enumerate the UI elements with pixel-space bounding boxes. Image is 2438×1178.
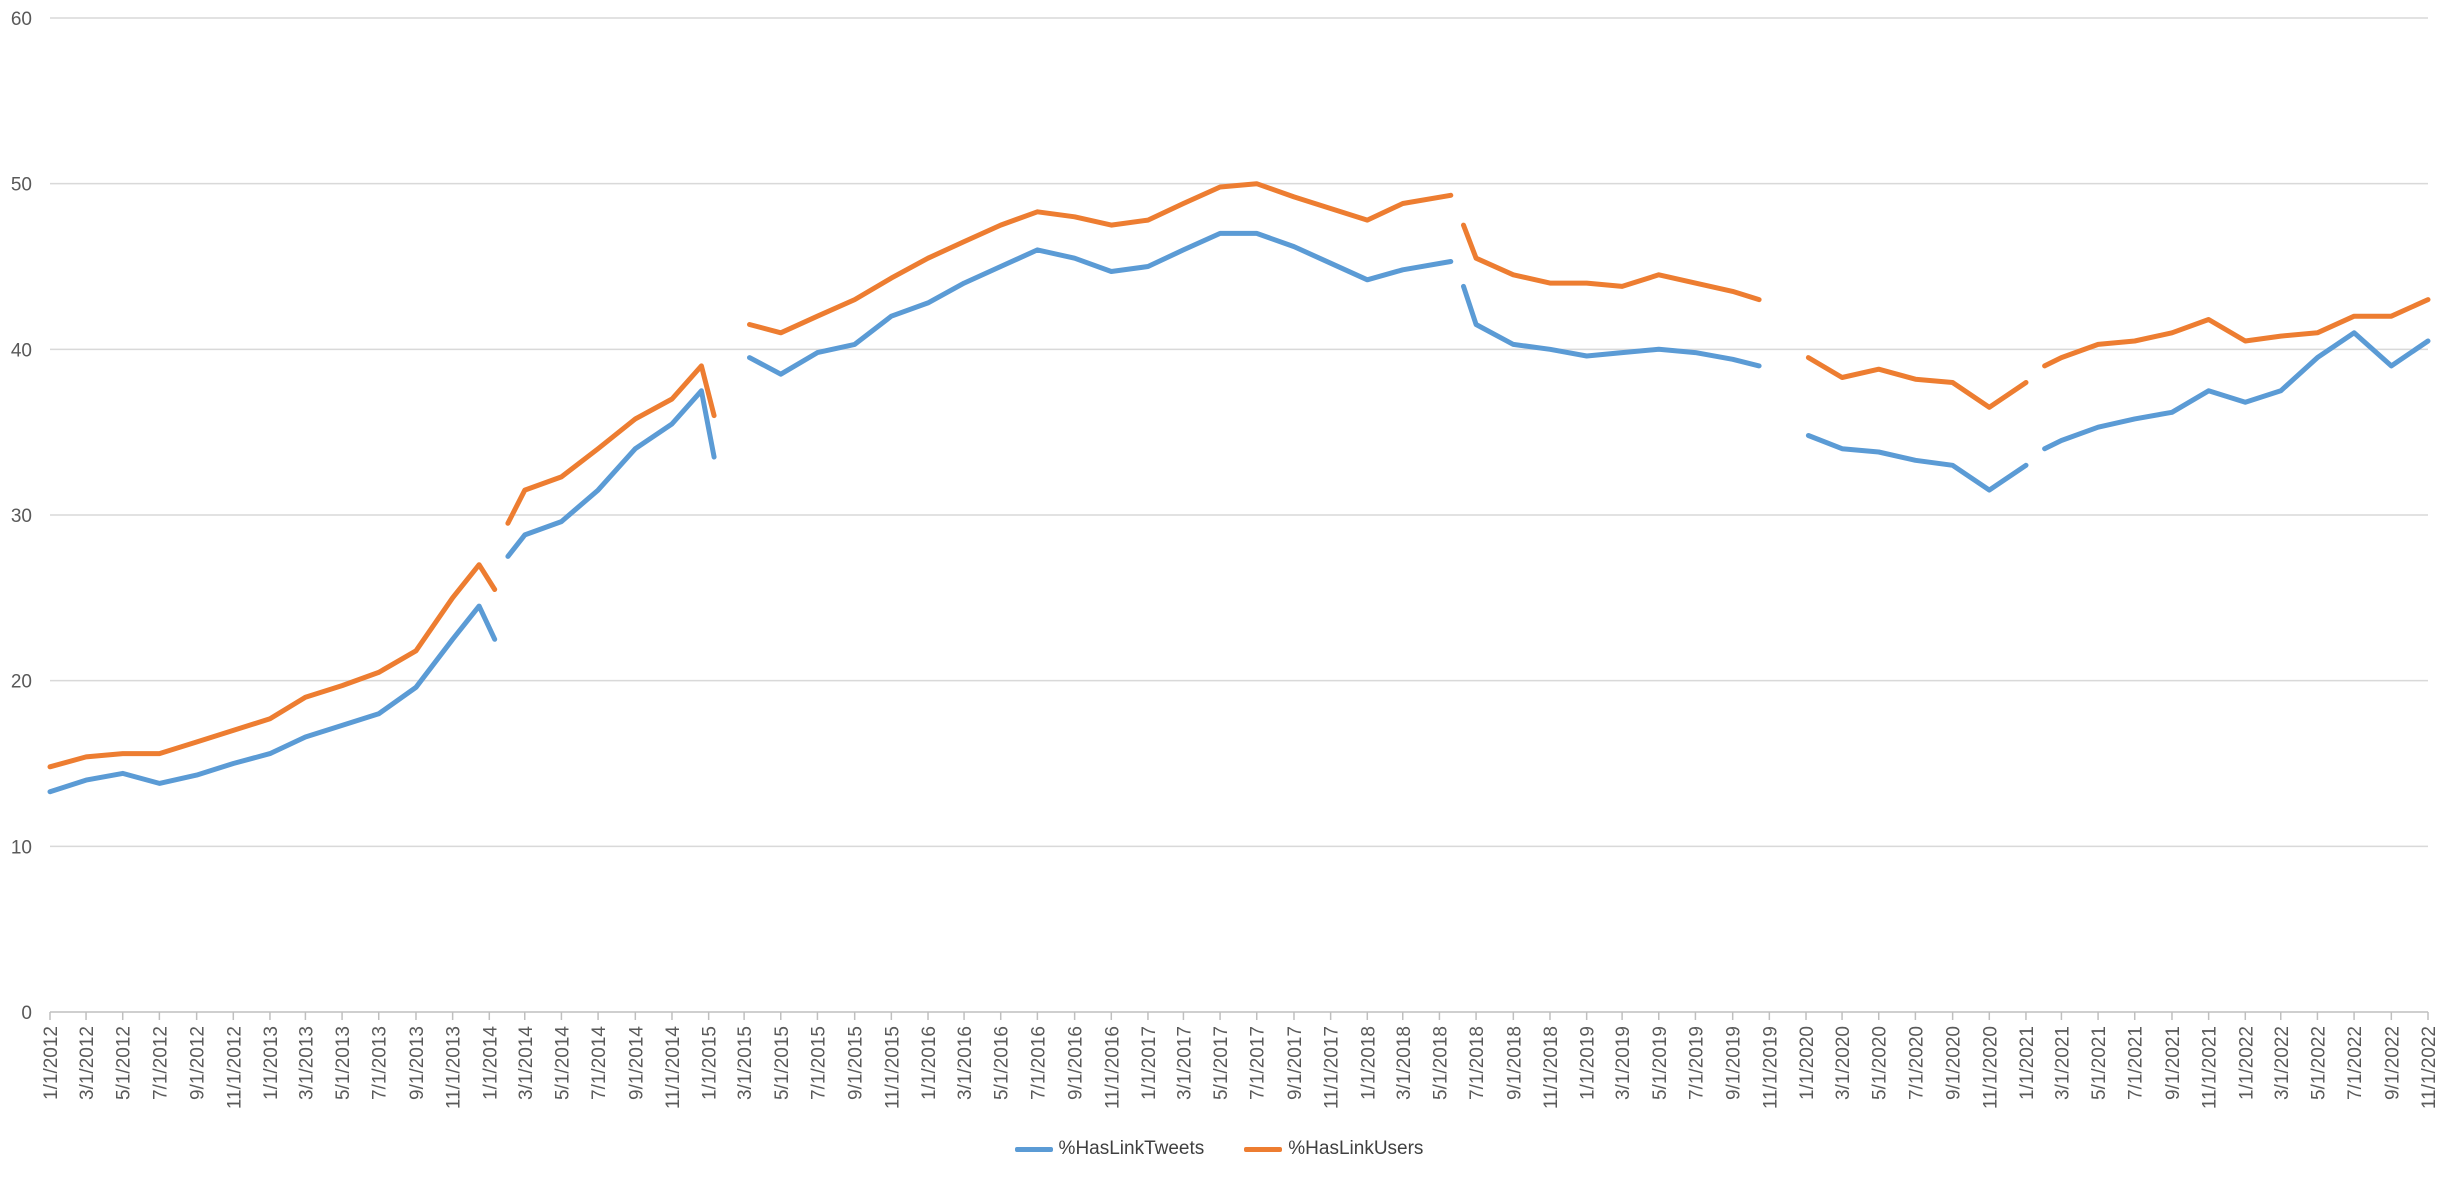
legend-swatch-users	[1244, 1146, 1283, 1152]
x-tick-label: 5/1/2015	[772, 1026, 793, 1100]
legend-label-users: %HasLinkUsers	[1288, 1138, 1424, 1159]
x-tick-label: 7/1/2015	[808, 1026, 829, 1100]
legend-label-tweets: %HasLinkTweets	[1058, 1138, 1205, 1159]
x-tick-label: 11/1/2015	[882, 1026, 903, 1109]
x-tick-label: 3/1/2013	[296, 1026, 317, 1100]
x-tick-label: 1/1/2013	[261, 1026, 282, 1100]
x-tick-label: 1/1/2012	[41, 1026, 62, 1100]
x-tick-label: 7/1/2019	[1686, 1026, 1707, 1100]
x-tick-label: 11/1/2013	[444, 1026, 465, 1109]
series-line-tweets	[747, 230, 1454, 377]
x-tick-label: 9/1/2018	[1504, 1026, 1525, 1100]
x-tick-label: 5/1/2022	[2308, 1026, 2329, 1100]
x-tick-label: 9/1/2016	[1066, 1026, 1087, 1100]
x-tick-label: 7/1/2012	[150, 1026, 171, 1100]
x-tick-label: 5/1/2020	[1870, 1026, 1891, 1100]
y-tick-label: 10	[11, 837, 32, 858]
legend-item-users: %HasLinkUsers	[1244, 1138, 1423, 1160]
axes: 0 10 20 30 40 50 60 1/1/2012 3/1/2012 5/1/2012 7/1…	[11, 9, 2438, 1109]
x-tick-label: 3/1/2021	[2052, 1026, 2073, 1100]
x-tick-label: 9/1/2017	[1285, 1026, 1306, 1100]
series-line-users	[747, 181, 1454, 336]
x-tick-label: 1/1/2015	[700, 1026, 721, 1100]
x-tick-label: 3/1/2019	[1613, 1026, 1634, 1100]
x-tick-label: 11/1/2016	[1102, 1026, 1123, 1109]
x-tick-label: 7/1/2022	[2345, 1026, 2366, 1100]
x-tick-label: 3/1/2022	[2272, 1026, 2293, 1100]
x-tick-label: 11/1/2014	[663, 1026, 684, 1110]
x-tick-label: 9/1/2015	[846, 1026, 867, 1100]
x-tick-label: 5/1/2016	[992, 1026, 1013, 1100]
y-tick-label: 30	[11, 506, 32, 527]
series-line-tweets	[47, 603, 498, 795]
series-line-tweets	[505, 388, 717, 559]
x-tick-label: 11/1/2018	[1541, 1026, 1562, 1109]
x-tick-label: 11/1/2012	[224, 1026, 245, 1109]
gridlines	[50, 17, 2428, 848]
x-tick-label: 1/1/2018	[1358, 1026, 1379, 1100]
x-tick-label: 9/1/2012	[188, 1026, 209, 1100]
x-tick-label: 5/1/2017	[1211, 1026, 1232, 1100]
x-tick-label: 5/1/2013	[333, 1026, 354, 1100]
x-tick-label: 1/1/2019	[1578, 1026, 1599, 1100]
x-tick-label: 7/1/2021	[2126, 1026, 2147, 1100]
y-tick-label: 20	[11, 672, 32, 693]
x-tick-label: 1/1/2021	[2017, 1026, 2038, 1100]
x-tick-label: 1/1/2020	[1797, 1026, 1818, 1100]
series-line-users	[1461, 222, 1762, 303]
x-tick-label: 11/1/2019	[1760, 1026, 1781, 1109]
series-lines	[47, 181, 2431, 795]
x-tick-label: 3/1/2015	[735, 1026, 756, 1100]
x-tick-label: 5/1/2014	[552, 1026, 573, 1100]
legend: %HasLinkTweets %HasLinkUsers	[0, 1138, 2438, 1160]
series-line-users	[2042, 297, 2431, 369]
x-tick-label: 3/1/2017	[1174, 1026, 1195, 1100]
x-tick-label: 3/1/2012	[77, 1026, 98, 1100]
legend-item-tweets: %HasLinkTweets	[1014, 1138, 1205, 1160]
x-tick-label: 5/1/2021	[2089, 1026, 2110, 1100]
x-tick-label: 9/1/2021	[2163, 1026, 2184, 1100]
series-line-tweets	[1461, 283, 1762, 369]
x-tick-label: 9/1/2013	[407, 1026, 428, 1100]
x-tick-label: 9/1/2022	[2382, 1026, 2403, 1100]
x-tick-label: 9/1/2020	[1944, 1026, 1965, 1100]
x-tick-label: 7/1/2013	[370, 1026, 391, 1100]
x-tick-label: 11/1/2021	[2200, 1026, 2221, 1109]
y-tick-label: 40	[11, 340, 32, 361]
x-tick-label: 9/1/2019	[1724, 1026, 1745, 1100]
x-tick-label: 11/1/2017	[1322, 1026, 1343, 1109]
series-line-tweets	[1805, 433, 2029, 493]
x-tick-label: 9/1/2014	[626, 1026, 647, 1100]
series-line-users	[1805, 355, 2029, 410]
x-tick-label: 7/1/2017	[1248, 1026, 1269, 1100]
x-tick-label: 5/1/2018	[1430, 1026, 1451, 1100]
x-tick-label: 7/1/2016	[1028, 1026, 1049, 1100]
series-line-users	[505, 363, 717, 526]
y-tick-label: 50	[11, 175, 32, 196]
x-tick-label: 5/1/2012	[114, 1026, 135, 1100]
x-tick-label: 1/1/2014	[480, 1026, 501, 1100]
x-tick-label: 1/1/2017	[1139, 1026, 1160, 1100]
x-tick-label: 7/1/2020	[1906, 1026, 1927, 1100]
series-line-tweets	[2042, 330, 2431, 452]
x-tick-label: 5/1/2019	[1650, 1026, 1671, 1100]
x-tick-label: 3/1/2016	[955, 1026, 976, 1100]
legend-swatch-tweets	[1014, 1146, 1053, 1152]
x-tick-label: 7/1/2014	[589, 1026, 610, 1100]
y-tick-label: 60	[11, 9, 32, 30]
x-tick-label: 3/1/2018	[1394, 1026, 1415, 1100]
x-tick-label: 11/1/2022	[2419, 1026, 2438, 1109]
x-tick-label: 7/1/2018	[1467, 1026, 1488, 1100]
x-tick-label: 1/1/2022	[2236, 1026, 2257, 1100]
x-tick-label: 11/1/2020	[1980, 1026, 2001, 1109]
series-line-users	[47, 562, 498, 770]
x-tick-label: 3/1/2020	[1833, 1026, 1854, 1100]
x-tick-label: 1/1/2016	[919, 1026, 940, 1100]
y-tick-label: 0	[21, 1003, 32, 1024]
x-tick-label: 3/1/2014	[516, 1026, 537, 1100]
